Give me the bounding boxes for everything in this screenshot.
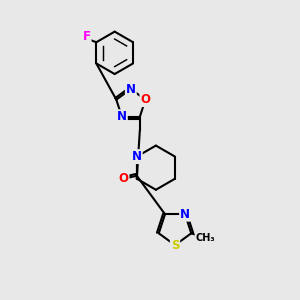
Text: N: N xyxy=(126,82,136,95)
Text: N: N xyxy=(117,110,127,123)
Text: N: N xyxy=(180,208,190,221)
Text: N: N xyxy=(132,150,142,163)
Text: S: S xyxy=(171,238,179,252)
Text: F: F xyxy=(82,30,91,43)
Text: O: O xyxy=(118,172,128,185)
Text: CH₃: CH₃ xyxy=(196,233,215,243)
Text: O: O xyxy=(140,93,150,106)
